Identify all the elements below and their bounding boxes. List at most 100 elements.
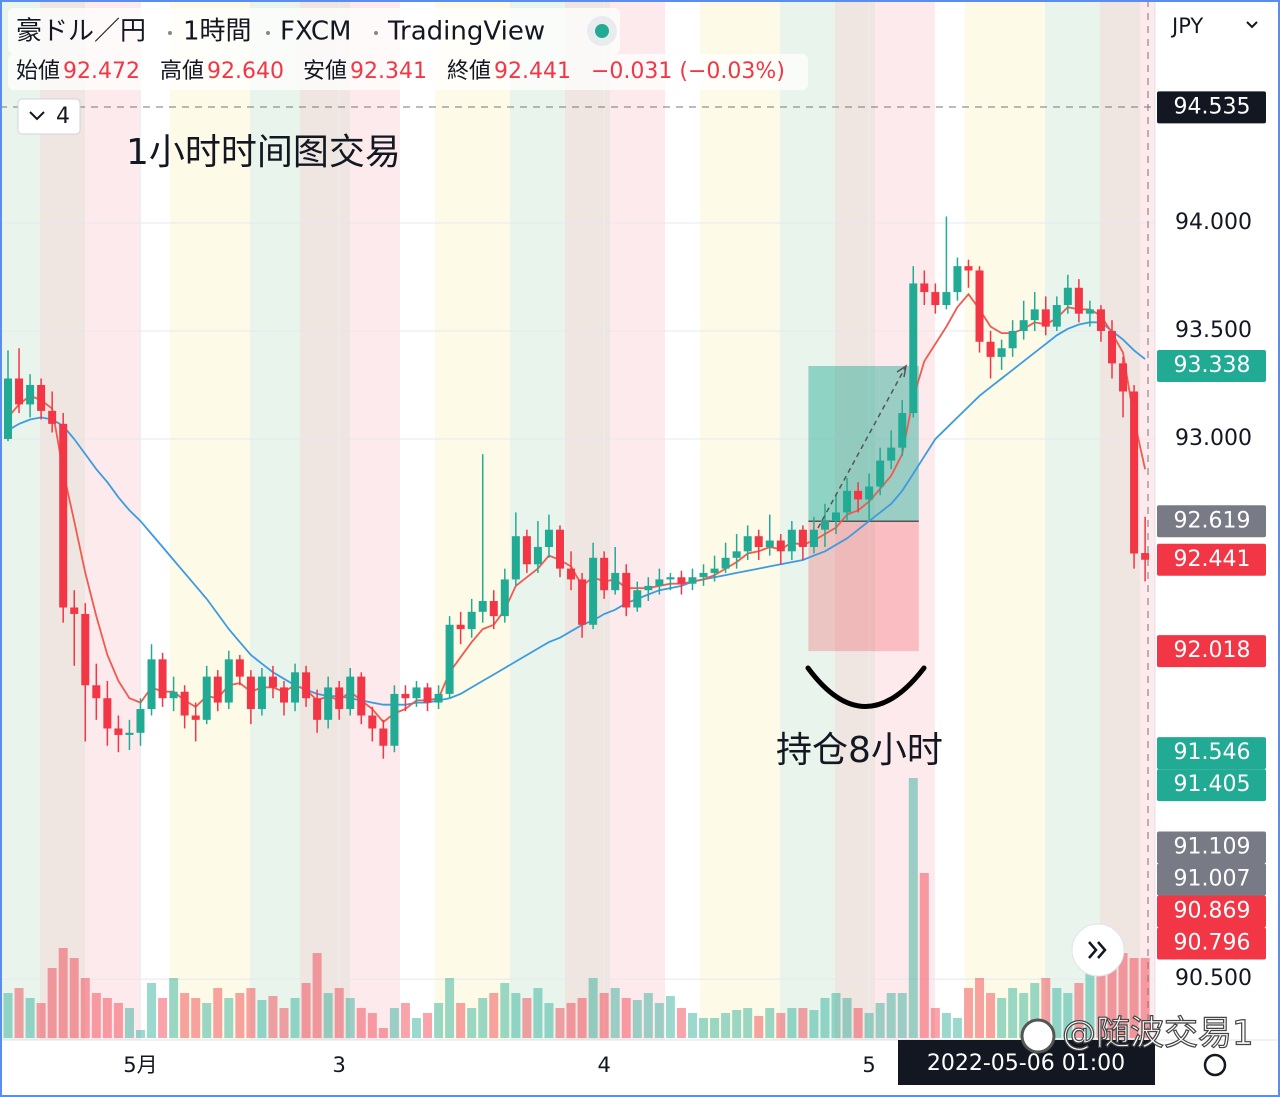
indicator-toggle[interactable] — [17, 98, 81, 135]
volume-bar — [765, 1008, 775, 1038]
volume-bar — [1107, 963, 1117, 1038]
volume-bar — [930, 1008, 940, 1038]
status-dot — [595, 24, 609, 38]
separator — [266, 31, 270, 35]
volume-bar — [654, 1003, 664, 1038]
candle-body — [169, 691, 178, 699]
candle-body — [412, 687, 421, 699]
volume-bar — [423, 1013, 433, 1038]
volume-bar — [180, 993, 190, 1038]
volume-bar — [687, 1013, 697, 1038]
candle-body — [655, 579, 664, 586]
price-label-bg — [1157, 895, 1266, 928]
volume-bar — [1140, 958, 1150, 1038]
candle-body — [246, 676, 255, 710]
volume-bar — [69, 958, 79, 1038]
exchange: FXCM — [280, 17, 351, 47]
volume-bar — [3, 993, 13, 1038]
candle-body — [865, 486, 874, 500]
price-label-bg — [1157, 831, 1266, 864]
candle-body — [1085, 309, 1094, 314]
price-label-bg — [1157, 769, 1266, 802]
volume-bar — [897, 993, 907, 1038]
candle-body — [964, 266, 973, 271]
candle-body — [578, 579, 587, 625]
candle-body — [1041, 309, 1050, 327]
candle-body — [809, 529, 818, 548]
candle-body — [787, 529, 796, 552]
volume-bar — [489, 993, 499, 1038]
volume-bar — [511, 993, 521, 1038]
volume-bar — [467, 1008, 477, 1038]
candle-body — [401, 693, 410, 699]
candle-body — [224, 659, 233, 703]
price-label-bg — [1157, 91, 1266, 124]
volume-bar — [544, 1003, 554, 1038]
price-label-bg — [1157, 635, 1266, 668]
session-stripe — [965, 0, 1045, 1040]
candle-body — [291, 672, 300, 703]
candle-body — [710, 568, 719, 573]
chevron — [29, 111, 45, 121]
candle-body — [1052, 305, 1061, 327]
candle-body — [776, 540, 785, 552]
price-label-bg — [1157, 543, 1266, 576]
price-label-bg — [1157, 927, 1266, 960]
candle-body — [1019, 320, 1028, 331]
volume-bar — [1063, 993, 1073, 1038]
candle-body — [268, 676, 277, 688]
settings-icon[interactable] — [1203, 1053, 1227, 1077]
candle-body — [920, 283, 929, 293]
volume-bar — [1074, 983, 1084, 1038]
candle-body — [1141, 553, 1150, 560]
session-stripe — [300, 0, 350, 1040]
volume-bar — [102, 998, 112, 1038]
ohlc-label: 始値 — [16, 59, 60, 84]
x-tick-label: 4 — [597, 1053, 610, 1077]
x-tick-label: 5 — [862, 1053, 875, 1077]
candle-body — [820, 521, 829, 530]
volume-bar — [389, 1008, 399, 1038]
volume-bar — [1085, 968, 1095, 1038]
volume-bar — [25, 998, 35, 1038]
price-label: 92.441 — [1174, 547, 1251, 572]
volume-bar — [643, 993, 653, 1038]
volume-bar — [500, 983, 510, 1038]
candle-body — [235, 659, 244, 677]
ohlc-value: 92.472 — [63, 59, 140, 84]
price-label-bg — [1157, 349, 1266, 382]
candle-body — [688, 577, 697, 584]
candle-body — [368, 715, 377, 729]
volume-bar — [345, 998, 355, 1038]
scroll-button[interactable] — [1071, 923, 1125, 977]
header-bg — [8, 8, 620, 54]
ohlc-label: 高値 — [160, 59, 204, 84]
candle-body — [114, 728, 123, 735]
session-stripe — [610, 0, 665, 1040]
candle-body — [765, 540, 774, 548]
volume-bar — [522, 998, 532, 1038]
candle-body — [1030, 309, 1039, 321]
candle-body — [26, 384, 35, 405]
volume-bar — [732, 1010, 742, 1038]
volume-bar — [754, 1016, 764, 1038]
volume-bar — [721, 1013, 731, 1038]
volume-bar — [312, 953, 322, 1038]
annotation: 1小时时间图交易 — [126, 132, 401, 173]
ohlc-bg — [8, 54, 808, 90]
volume-bar — [853, 1008, 863, 1038]
candle-body — [302, 672, 311, 699]
x-tick-label: 5月 — [123, 1053, 157, 1077]
candle-body — [81, 613, 90, 686]
volume-bar — [356, 1008, 366, 1038]
volume-bar — [246, 988, 256, 1038]
session-stripe — [510, 0, 565, 1040]
candle-body — [4, 378, 12, 439]
position-arrowhead — [896, 364, 908, 378]
volume-bar — [941, 1013, 951, 1038]
volume-bar — [91, 993, 101, 1038]
candle-body — [379, 728, 388, 746]
volume-bar — [1019, 993, 1029, 1038]
